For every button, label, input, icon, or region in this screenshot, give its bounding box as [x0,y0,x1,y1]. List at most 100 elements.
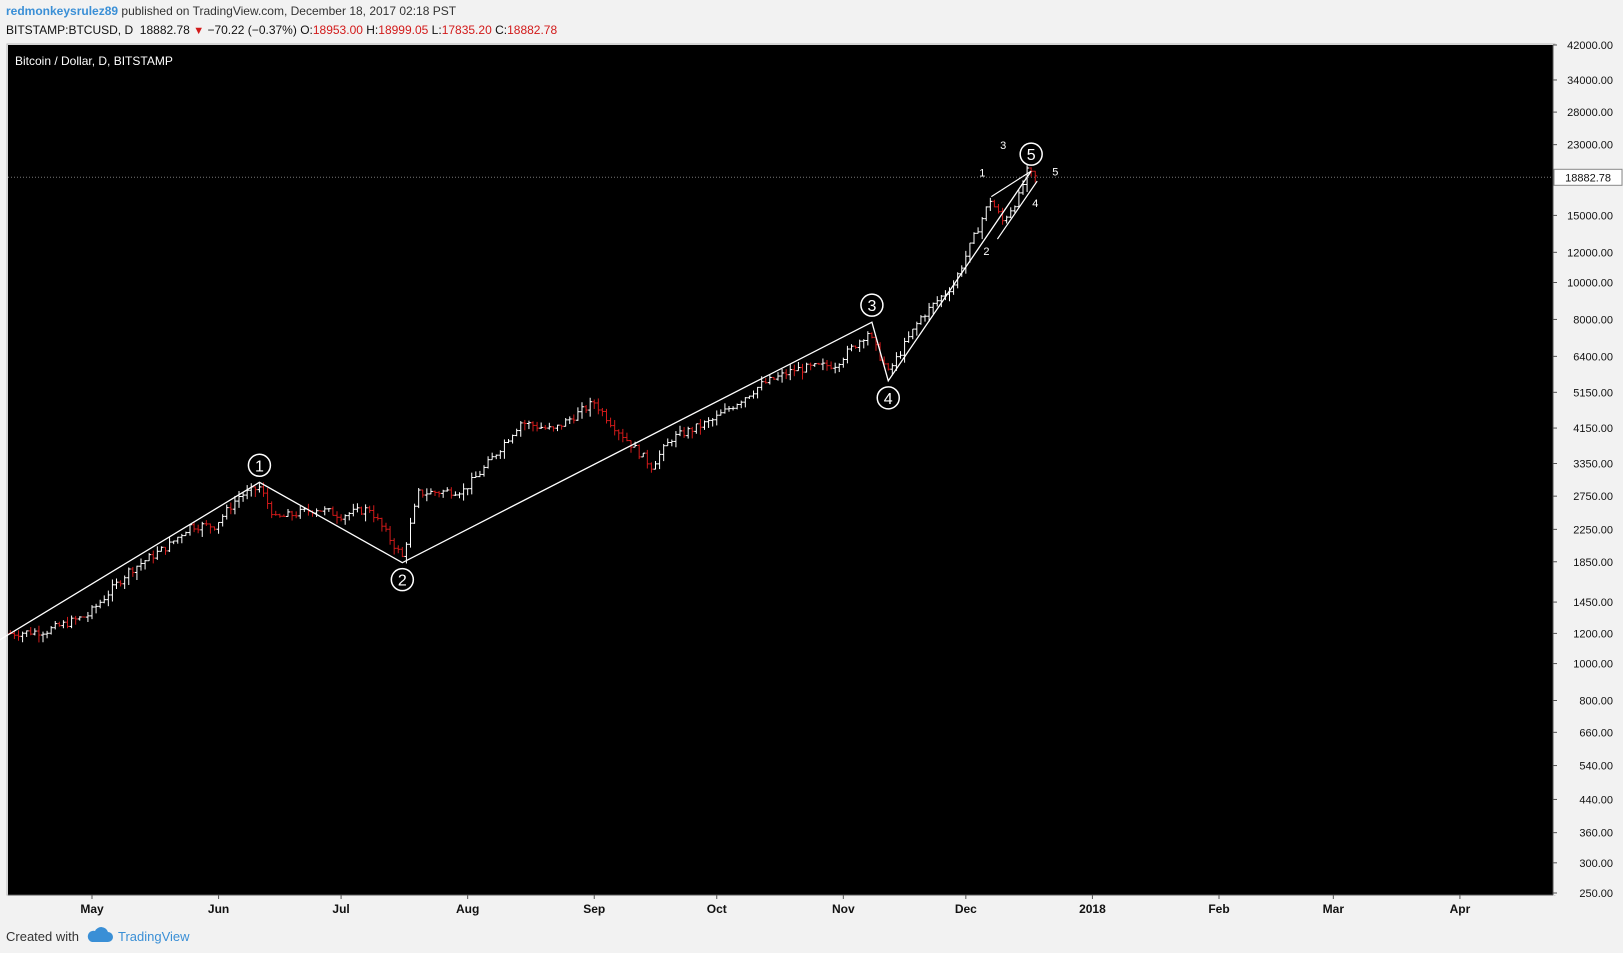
ohlc-bar [1004,215,1009,224]
ohlc-bar [555,424,560,432]
ohlc-bar [290,510,295,521]
ohlc-bar [220,514,225,527]
ohlc-bar [94,603,99,614]
ohlc-bar [81,616,86,618]
y-tick-label: 1850.00 [1573,557,1613,569]
ohlc-bar [927,302,932,322]
ohlc-bar [355,503,360,513]
ohlc-bar [396,545,401,554]
ohlc-bar [130,566,135,577]
created-with-text: Created with [6,929,79,944]
ohlc-bar [559,424,564,430]
ohlc-bar [1016,190,1021,209]
y-tick-label: 10000.00 [1567,278,1613,290]
ohlc-bar [294,511,299,519]
ohlc-bar [902,337,907,363]
y-tick-label: 28000.00 [1567,107,1613,119]
ohlc-bar [890,363,895,376]
ohlc-bar [69,615,74,629]
y-tick-label: 1000.00 [1573,659,1613,671]
wave-marker-circle [390,567,415,592]
ohlc-bar [416,488,421,509]
price-chart[interactable]: Bitcoin / Dollar, D, BITSTAMP 1 2 3 4 5 1 2 3 4 5… [0,0,1623,920]
ohlc-bar [65,616,70,629]
ohlc-bar [531,421,535,432]
diagonal-lower-line [996,180,1038,240]
footer: Created with TradingView [0,920,1623,953]
plot-area[interactable] [8,45,1553,895]
ohlc-bar [433,490,437,497]
sub-wave-label: 4 [1032,198,1038,210]
ohlc-bar [906,331,911,343]
ohlc-bar [437,491,442,498]
tradingview-link[interactable]: TradingView [118,929,190,944]
ohlc-bar [61,620,66,629]
price-change: −70.22 (−0.37%) [207,23,297,37]
ohlc-bar [330,506,335,516]
ohlc-bar [155,546,160,560]
ohlc-bar [743,397,748,408]
ohlc-bar [980,216,985,240]
ohlc-bar [563,418,568,427]
ohlc-bar [820,358,825,371]
chart-header: redmonkeysrulez89 published on TradingVi… [0,0,1623,44]
high-value: 18999.05 [378,23,429,37]
ohlc-bar [939,295,944,308]
ohlc-bar [465,488,470,496]
ohlc-bar [588,397,593,417]
x-tick-label: Dec [955,902,977,916]
x-tick-label: May [80,902,104,916]
ohlc-bar [829,361,834,370]
ohlc-bar [825,360,829,371]
ohlc-bar [326,508,331,512]
ohlc-bar [996,204,1001,214]
ohlc-bar [388,526,393,545]
ohlc-bar [665,438,670,447]
publish-line: redmonkeysrulez89 published on TradingVi… [6,4,456,18]
wave-marker-circle [247,453,272,478]
ohlc-bar [580,402,584,419]
ohlc-bar [518,421,523,437]
tradingview-cloud-icon[interactable] [86,926,114,944]
ohlc-bar [596,398,601,415]
ohlc-bar [727,406,731,412]
x-tick-label: Apr [1450,902,1471,916]
x-tick-label: Aug [456,902,479,916]
ohlc-bar [702,420,707,430]
ohlc-bar [571,414,576,424]
ohlc-bar [196,524,201,534]
author-link[interactable]: redmonkeysrulez89 [6,4,119,18]
ohlc-bar [800,363,805,380]
ohlc-bar [49,626,54,635]
ohlc-bar [216,521,221,534]
ohlc-bar [335,511,339,524]
ohlc-bar [490,452,495,461]
ohlc-bar [265,488,270,509]
ohlc-bar [212,526,217,531]
ohlc-bar [575,407,580,421]
y-tick-label: 15000.00 [1567,210,1613,222]
ohlc-bar [1000,207,1005,225]
ohlc-bar [412,503,417,524]
ohlc-bar [845,345,850,364]
ohlc-bar [192,521,197,533]
candles-group [8,165,1038,643]
ohlc-bar [482,465,486,477]
ohlc-bar [669,439,674,447]
y-tick-label: 1450.00 [1573,597,1613,609]
ohlc-bar [392,538,397,555]
ohlc-bar [343,514,348,525]
ohlc-bar [122,575,127,589]
ohlc-bar [77,616,82,621]
low-label: L: [431,23,442,37]
ohlc-bar [616,429,621,441]
ohlc-bar [24,630,29,637]
ohlc-bar [698,419,703,435]
ohlc-bar [604,408,609,424]
ohlc-bar [780,368,785,383]
ohlc-bar [886,362,891,371]
ohlc-bar [339,514,344,522]
diagonal-upper-line [991,170,1032,198]
x-tick-label: Nov [832,902,855,916]
y-tick-label: 8000.00 [1573,314,1613,326]
